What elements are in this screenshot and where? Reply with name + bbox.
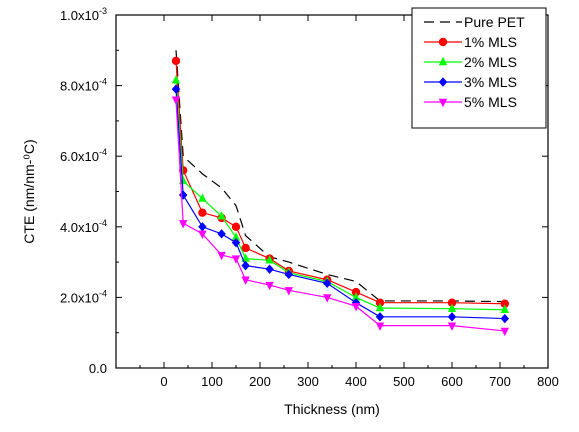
x-tick-label: 200	[249, 374, 271, 389]
series-5-mls	[171, 96, 509, 337]
y-tick-label: 4.0x10-4	[60, 218, 107, 235]
legend-label: Pure PET	[464, 14, 525, 30]
data-point	[500, 313, 509, 324]
data-point	[447, 303, 457, 312]
legend: Pure PET 1% MLS 2% MLS 3% MLS 5% MLS	[411, 7, 547, 129]
legend-item: Pure PET	[424, 14, 525, 30]
series-2-mls	[171, 75, 509, 313]
data-point	[198, 193, 207, 202]
data-point	[438, 98, 448, 108]
data-point	[198, 230, 207, 240]
y-axis-label: CTE (nm/nm-⁰C)	[21, 139, 37, 243]
data-point	[265, 264, 274, 274]
data-point	[447, 322, 457, 331]
y-tick-label: 0.0	[89, 361, 107, 376]
x-tick-label: 800	[537, 374, 559, 389]
data-point	[351, 292, 361, 301]
legend-label: 3% MLS	[464, 74, 517, 90]
data-point	[375, 312, 385, 322]
legend-label: 5% MLS	[464, 94, 517, 110]
data-point	[241, 243, 250, 253]
legend-label: 2% MLS	[464, 54, 517, 70]
legend-item: 1% MLS	[424, 34, 517, 50]
data-point	[171, 56, 181, 66]
data-point	[500, 304, 509, 313]
y-tick-label: 8.0x10-4	[60, 77, 107, 94]
data-point	[198, 222, 207, 232]
data-point	[438, 37, 448, 47]
data-point	[351, 287, 361, 297]
x-tick-label: 400	[345, 374, 367, 389]
x-tick-label: 0	[160, 374, 167, 389]
data-point	[323, 294, 332, 303]
data-point	[179, 190, 188, 200]
data-point	[438, 77, 448, 87]
data-point	[231, 255, 241, 264]
x-tick-label: 100	[201, 374, 223, 389]
x-tick-label: 600	[441, 374, 463, 389]
data-point	[265, 255, 274, 264]
data-point	[375, 302, 385, 312]
data-point	[447, 312, 457, 322]
x-tick-label: 700	[489, 374, 511, 389]
data-point	[231, 237, 241, 248]
x-axis-label: Thickness (nm)	[284, 401, 380, 417]
legend-item: 2% MLS	[424, 54, 517, 70]
series-3-mls	[171, 84, 509, 324]
data-point	[284, 269, 293, 280]
data-point	[171, 84, 181, 94]
data-point	[351, 303, 361, 312]
data-point	[241, 276, 250, 285]
data-point	[323, 278, 332, 288]
legend-item: 3% MLS	[424, 74, 517, 90]
legend-label: 1% MLS	[464, 34, 517, 50]
axes: 0 100 200 300 400 500 600 700 800 0.0 2.0x10-4 4.0x…	[60, 6, 559, 389]
data-point	[179, 220, 188, 229]
x-tick-label: 300	[297, 374, 319, 389]
data-point	[217, 211, 226, 220]
data-point	[265, 281, 274, 291]
data-point	[217, 229, 226, 239]
y-tick-label: 2.0x10-4	[60, 288, 107, 305]
legend-box	[411, 7, 547, 129]
data-point	[284, 287, 293, 296]
data-point	[447, 298, 457, 307]
y-tick-label: 6.0x10-4	[60, 147, 107, 164]
legend-item: 5% MLS	[424, 94, 517, 110]
data-point	[231, 222, 241, 231]
data-point	[500, 327, 509, 337]
data-point	[198, 208, 207, 217]
data-point	[171, 96, 181, 105]
data-point	[171, 75, 181, 84]
series-line	[175, 99, 505, 332]
y-tick-label: 1.0x10-3	[60, 6, 107, 23]
x-tick-label: 500	[393, 374, 415, 389]
data-point	[231, 232, 241, 241]
data-point	[438, 56, 448, 66]
data-point	[375, 298, 385, 307]
data-point	[241, 260, 250, 271]
plot-area	[171, 50, 509, 337]
data-point	[500, 299, 509, 308]
data-point	[217, 251, 226, 261]
data-point	[375, 322, 385, 331]
